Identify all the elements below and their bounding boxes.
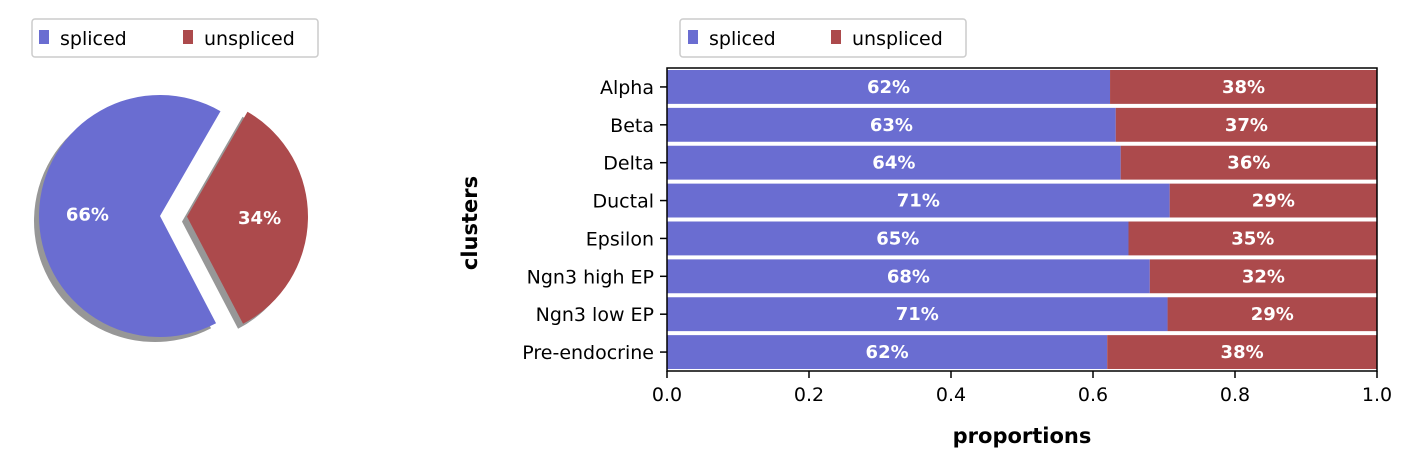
bar-label-unspliced-2: 36%: [1227, 153, 1270, 174]
x-tick-label: 0.4: [936, 384, 966, 406]
y-tick-label: Delta: [603, 153, 654, 175]
pie-legend-label-unspliced: unspliced: [204, 28, 295, 50]
pie-slice-spliced: [38, 94, 221, 338]
bar-label-unspliced-3: 29%: [1252, 191, 1295, 212]
y-tick-label: Beta: [610, 115, 654, 137]
plot-frame: [666, 67, 1378, 372]
pie-legend-swatch-spliced: [39, 30, 49, 44]
x-tick-label: 1.0: [1362, 384, 1392, 406]
bar-unspliced-3: [1169, 183, 1377, 218]
y-tick-label: Pre-endocrine: [522, 342, 654, 364]
x-axis-title: proportions: [953, 424, 1092, 448]
pie-slices: [38, 94, 308, 338]
x-tick-label: 0.0: [652, 384, 682, 406]
pie-legend-frame: [31, 18, 319, 58]
y-axis-title: clusters: [458, 176, 482, 270]
bar-unspliced-7: [1107, 335, 1377, 369]
bar-label-spliced-5: 68%: [887, 266, 930, 287]
x-tick-label: 0.6: [1078, 384, 1108, 406]
bar-legend: spliced unspliced: [679, 18, 967, 58]
y-tick-label: Ductal: [593, 191, 655, 213]
bar-spliced-3: [667, 183, 1170, 218]
x-axis-ticks: 0.0 0.2 0.4 0.6 0.8 1.0: [652, 371, 1392, 406]
stacked-bar-chart: spliced unspliced 62% 38% 63% 37% 64% 36% 71% 2…: [458, 18, 1392, 448]
pie-legend-label-spliced: spliced: [60, 28, 127, 50]
bar-unspliced-2: [1120, 145, 1377, 180]
pie-label-spliced: 66%: [66, 204, 109, 225]
bar-legend-frame: [679, 18, 967, 58]
bar-label-spliced-0: 62%: [867, 77, 910, 98]
bar-label-unspliced-7: 38%: [1221, 342, 1264, 363]
bar-label-spliced-2: 64%: [872, 153, 915, 174]
pie-labels: 66% 34%: [66, 204, 281, 229]
bar-value-labels: 62% 38% 63% 37% 64% 36% 71% 29% 65% 35% 68% 32% 71% 2…: [866, 77, 1295, 363]
bar-label-unspliced-5: 32%: [1242, 266, 1285, 287]
y-tick-label: Ngn3 low EP: [536, 304, 654, 326]
pie-slice-unspliced: [186, 111, 308, 324]
bar-label-unspliced-1: 37%: [1225, 115, 1268, 136]
bar-label-spliced-6: 71%: [896, 304, 939, 325]
bar-label-spliced-7: 62%: [866, 342, 909, 363]
bar-label-spliced-1: 63%: [870, 115, 913, 136]
pie-legend: spliced unspliced: [31, 18, 319, 58]
bar-unspliced-0: [1110, 70, 1377, 104]
pie-legend-swatch-unspliced: [183, 30, 193, 44]
bar-spliced-5: [667, 259, 1150, 294]
bar-label-unspliced-0: 38%: [1222, 77, 1265, 98]
y-tick-label: Epsilon: [586, 228, 654, 250]
x-tick-label: 0.8: [1220, 384, 1250, 406]
bar-label-spliced-4: 65%: [876, 228, 919, 249]
bar-spliced-7: [667, 335, 1108, 369]
bar-spliced-4: [667, 221, 1129, 256]
pie-chart: spliced unspliced 66% 34%: [31, 18, 319, 343]
bar-legend-swatch-spliced: [688, 30, 698, 44]
bar-spliced-6: [667, 297, 1168, 332]
bar-label-spliced-3: 71%: [897, 191, 940, 212]
bar-legend-label-unspliced: unspliced: [852, 28, 943, 50]
y-axis-ticks: Alpha Beta Delta Ductal Epsilon Ngn3 high EP N…: [522, 77, 667, 364]
y-tick-label: Ngn3 high EP: [527, 266, 654, 288]
bar-spliced-0: [667, 70, 1111, 104]
y-tick-label: Alpha: [600, 77, 654, 99]
bar-unspliced-1: [1115, 107, 1377, 142]
bar-unspliced-6: [1167, 297, 1377, 332]
bars: [667, 70, 1377, 369]
bar-label-unspliced-4: 35%: [1231, 228, 1274, 249]
x-tick-label: 0.2: [794, 384, 824, 406]
bar-unspliced-4: [1128, 221, 1377, 256]
pie-label-unspliced: 34%: [238, 208, 281, 229]
bar-label-unspliced-6: 29%: [1251, 304, 1294, 325]
bar-spliced-1: [667, 107, 1116, 142]
bar-unspliced-5: [1149, 259, 1377, 294]
bar-spliced-2: [667, 145, 1121, 180]
bar-legend-swatch-unspliced: [831, 30, 841, 44]
bar-legend-label-spliced: spliced: [709, 28, 776, 50]
